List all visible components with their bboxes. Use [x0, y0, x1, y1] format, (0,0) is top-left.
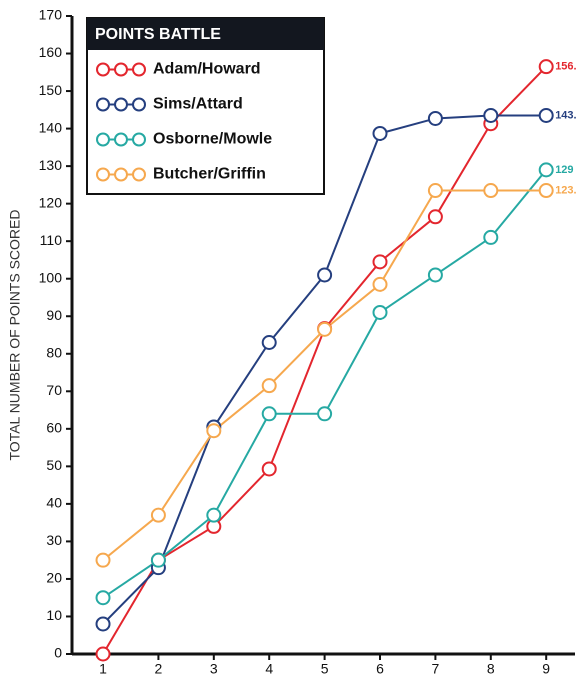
legend-marker: [132, 167, 146, 182]
point: [261, 461, 277, 477]
legend-header: [87, 18, 324, 50]
point: [372, 254, 388, 270]
point: [150, 507, 166, 523]
legend-marker: [96, 167, 110, 182]
point: [95, 552, 111, 568]
point: [95, 590, 111, 606]
legend-marker: [132, 97, 146, 112]
y-tick-label: 160: [39, 44, 63, 60]
y-tick-label: 150: [39, 82, 63, 98]
legend-marker: [132, 132, 146, 147]
x-tick-label: 8: [487, 661, 495, 677]
series-line: [102, 169, 547, 599]
y-axis-label: TOTAL NUMBER OF POINTS SCORED: [7, 210, 23, 461]
legend-label: Butcher/Griffin: [153, 166, 266, 183]
legend-marker: [114, 97, 128, 112]
y-tick-label: 80: [46, 344, 62, 360]
point: [95, 646, 111, 662]
point: [427, 110, 443, 126]
point: [372, 276, 388, 292]
point: [483, 183, 499, 199]
y-tick-label: 40: [46, 495, 62, 511]
y-tick-label: 50: [46, 457, 62, 473]
y-tick-label: 70: [46, 382, 62, 398]
x-tick-label: 9: [542, 661, 550, 677]
point: [483, 229, 499, 245]
legend-marker: [96, 97, 110, 112]
legend-marker: [114, 62, 128, 77]
point: [372, 304, 388, 320]
legend-title: POINTS BATTLE: [95, 26, 221, 43]
point: [427, 267, 443, 283]
legend-marker: [96, 132, 110, 147]
point: [206, 507, 222, 523]
point: [261, 335, 277, 351]
point: [538, 162, 554, 178]
point: [150, 552, 166, 568]
end-label: 143.: [555, 109, 576, 121]
x-tick-label: 7: [432, 661, 440, 677]
y-tick-label: 120: [39, 194, 63, 210]
y-tick-label: 140: [39, 119, 63, 135]
x-tick-label: 3: [210, 661, 218, 677]
point: [538, 107, 554, 123]
legend-marker: [114, 167, 128, 182]
y-tick-label: 10: [46, 607, 62, 623]
point: [206, 423, 222, 439]
x-tick-label: 4: [265, 661, 273, 677]
y-tick-label: 20: [46, 570, 62, 586]
legend-label: Adam/Howard: [153, 61, 261, 78]
legend-marker: [132, 62, 146, 77]
point: [427, 209, 443, 225]
y-tick-label: 90: [46, 307, 62, 323]
x-tick-label: 1: [99, 661, 107, 677]
point: [317, 321, 333, 337]
point: [317, 406, 333, 422]
y-tick-label: 130: [39, 157, 63, 173]
legend-marker: [114, 132, 128, 147]
x-tick-label: 5: [321, 661, 329, 677]
point: [483, 107, 499, 123]
point: [95, 616, 111, 632]
y-tick-label: 110: [40, 232, 63, 248]
legend-label: Osborne/Mowle: [153, 131, 272, 148]
x-tick-label: 2: [155, 661, 163, 677]
end-label: 156.: [555, 61, 576, 73]
y-tick-label: 170: [39, 7, 63, 23]
y-tick-label: 30: [46, 532, 62, 548]
legend-marker: [96, 62, 110, 77]
legend-label: Sims/Attard: [153, 96, 243, 113]
point: [427, 183, 443, 199]
x-tick-label: 6: [376, 661, 384, 677]
point: [261, 406, 277, 422]
point: [317, 267, 333, 283]
end-label: 123.: [555, 184, 576, 196]
point: [538, 59, 554, 75]
y-tick-label: 100: [39, 269, 63, 285]
y-tick-label: 0: [54, 645, 62, 661]
point: [261, 378, 277, 394]
y-tick-label: 60: [46, 420, 62, 436]
point: [372, 125, 388, 141]
end-label: 129: [555, 164, 573, 176]
point: [538, 183, 554, 199]
